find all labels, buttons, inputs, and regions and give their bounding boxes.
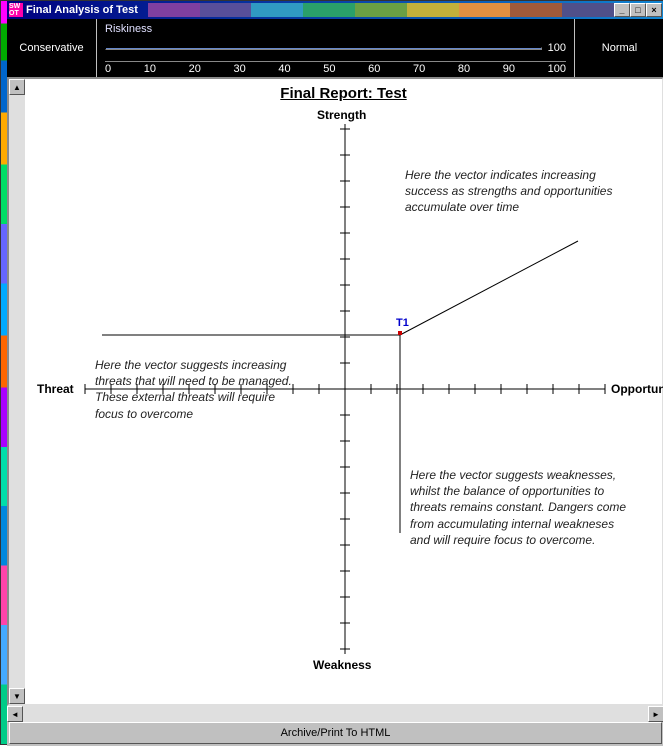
window-controls: _ □ × <box>614 3 662 17</box>
titlebar-stripes <box>148 3 614 17</box>
axis-label-threat: Threat <box>37 382 74 396</box>
risk-label: Riskiness <box>105 23 566 35</box>
minimize-button[interactable]: _ <box>614 3 630 17</box>
annotation-q1: Here the vector indicates increasing suc… <box>405 167 615 216</box>
app-window: SW OT Final Analysis of Test _ □ × Conse… <box>7 1 663 746</box>
risk-ticks: 0102030405060708090100 <box>105 61 566 75</box>
icon-text-bot: OT <box>9 10 19 17</box>
chart-area: Final Report: Test Strength Weakness Thr… <box>25 79 662 704</box>
swot-icon: SW OT <box>9 3 23 17</box>
archive-print-button[interactable]: Archive/Print To HTML <box>9 722 662 744</box>
risk-right-label: Normal <box>574 19 663 77</box>
risk-value: 100 <box>548 42 566 54</box>
risk-left-label: Conservative <box>7 19 97 77</box>
scroll-down-button[interactable]: ▼ <box>9 688 25 704</box>
annotation-q2: Here the vector suggests increasing thre… <box>95 357 305 422</box>
point-label-t1: T1 <box>396 317 409 329</box>
risk-slider-area: Riskiness 100 0102030405060708090100 <box>97 19 574 77</box>
riskiness-panel: Conservative Riskiness 100 0102030405060… <box>7 19 663 77</box>
maximize-button[interactable]: □ <box>630 3 646 17</box>
content-area: ▲ ▼ Final Report: Test Strength Weakness… <box>7 77 663 706</box>
annotation-q4: Here the vector suggests weaknesses, whi… <box>410 467 635 548</box>
scroll-track[interactable] <box>9 95 25 688</box>
close-button[interactable]: × <box>646 3 662 17</box>
scroll-left-button[interactable]: ◄ <box>7 706 23 722</box>
axis-label-opportunity: Opportunity <box>611 382 663 396</box>
window-title: Final Analysis of Test <box>26 4 138 16</box>
titlebar: SW OT Final Analysis of Test _ □ × <box>7 1 663 19</box>
vertical-scrollbar[interactable]: ▲ ▼ <box>9 79 25 704</box>
axis-label-weakness: Weakness <box>313 658 371 672</box>
risk-slider[interactable] <box>105 47 542 50</box>
scroll-up-button[interactable]: ▲ <box>9 79 25 95</box>
icon-text-top: SW <box>9 3 20 10</box>
axis-label-strength: Strength <box>317 108 366 122</box>
